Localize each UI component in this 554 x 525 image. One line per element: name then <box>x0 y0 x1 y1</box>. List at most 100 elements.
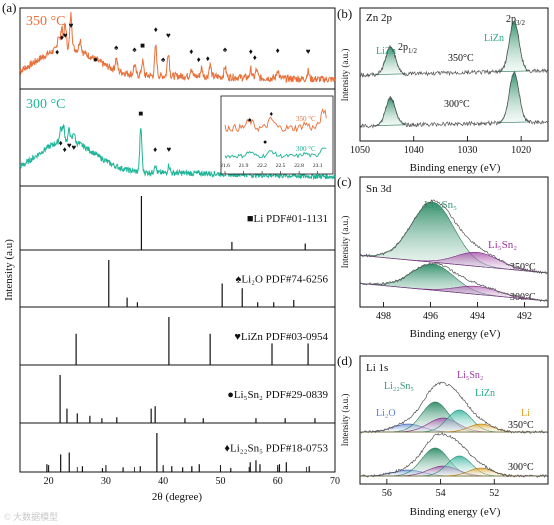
x-axis-label: 2θ (degree) <box>152 491 202 503</box>
x-tick-label: 1030 <box>457 145 477 156</box>
peak-label-lizn-left: LiZn <box>376 46 396 57</box>
x-tick-label: 70 <box>330 476 340 487</box>
phase-marker: ♦ <box>206 54 210 63</box>
phase-marker: ♠ <box>114 43 119 52</box>
peak-label-2p12: 2p1/2 <box>398 42 417 55</box>
xps-curve-300 <box>359 432 548 478</box>
x-tick-label: 56 <box>382 488 392 499</box>
x-tick-label: 1050 <box>350 145 370 156</box>
inset-x-tick-label: 21.6 <box>220 163 230 169</box>
x-axis-label: Binding energy (eV) <box>410 328 501 340</box>
x-tick-label: 496 <box>423 311 438 322</box>
x-tick-label: 1040 <box>404 145 424 156</box>
panel-c: (c) Sn 3d Intensity (a.u.) Binding energ… <box>337 174 549 340</box>
series-label-300: 300°C <box>508 462 534 473</box>
x-tick-label: 492 <box>517 311 532 322</box>
reference-label: ♦Li₂₂Sn₅ PDF#18-0753 <box>224 443 328 455</box>
y-axis-label: Intensity (a.u.) <box>340 49 350 102</box>
inset-x-tick-label: 22.2 <box>257 163 267 169</box>
inset-x-tick-label: 23.1 <box>313 163 323 169</box>
panel-d-frame <box>359 355 549 485</box>
x-tick-label: 494 <box>470 311 485 322</box>
phase-marker: ♠ <box>223 45 228 54</box>
panel-a-frame <box>19 7 336 473</box>
inset-marker: ♦ <box>270 110 274 118</box>
phase-marker: ■ <box>140 41 145 50</box>
reference-label: ●Li₅Sn₂ PDF#29-0839 <box>227 389 328 401</box>
phase-marker: ♦ <box>189 47 193 56</box>
inset: 21.6 21.9 22.2 22.5 22.8 23.1 ● ♦ ● 350 °C 300 °… <box>220 95 334 175</box>
x-tick-label: 54 <box>436 488 446 499</box>
phase-marker: ♦ <box>59 139 63 148</box>
phase-marker: ♦ <box>60 33 64 42</box>
phase-marker: ♦ <box>154 25 158 34</box>
component-label-li5sn2: Li₅Sn₂ <box>488 239 517 251</box>
phase-marker: ● <box>93 55 98 64</box>
phase-marker: ♦ <box>197 55 201 64</box>
x-tick-label: 498 <box>376 311 391 322</box>
peak-fill <box>497 72 530 123</box>
series-label-350: 350°C <box>448 53 474 64</box>
inset-curve-300 <box>224 147 327 159</box>
xps-curve-350 <box>359 199 548 275</box>
phase-marker: ♦ <box>253 53 257 62</box>
xps-curve-350 <box>359 20 548 78</box>
series-label-350: 350°C <box>508 420 534 431</box>
series-label-350: 350°C <box>510 262 536 273</box>
panel-c-frame <box>359 176 549 308</box>
panel-d-label: (d) <box>337 353 352 368</box>
series-label-300: 300 °C <box>26 97 65 112</box>
series-label-350: 350 °C <box>26 14 65 29</box>
reference-label: ♠Li₂O PDF#74-6256 <box>236 274 329 286</box>
component-label-li: Li <box>521 408 530 419</box>
panel-a-label: (a) <box>2 0 16 15</box>
inset-label-300: 300 °C <box>296 145 316 153</box>
phase-marker: ♥ <box>69 21 74 30</box>
xrd-curve-300 <box>19 123 336 181</box>
peak-fill <box>497 21 530 72</box>
xps-curve-300 <box>359 70 548 129</box>
inset-frame <box>220 95 334 175</box>
reference-label: ♥LiZn PDF#03-0954 <box>234 331 328 343</box>
inset-marker: ● <box>263 138 267 146</box>
x-tick-label: 40 <box>158 476 168 487</box>
phase-marker: ♥ <box>167 145 172 154</box>
xps-curve-350 <box>359 381 548 434</box>
phase-marker: ♠ <box>161 55 166 64</box>
phase-marker: ♥ <box>67 141 72 150</box>
phase-marker: ♥ <box>63 31 68 40</box>
y-axis-label: Intensity (a.u.) <box>340 216 350 269</box>
phase-marker: ■ <box>138 109 143 118</box>
panel-a: (a) 350 °C 300 °C Intensity (a.u) 2θ (de… <box>2 0 340 503</box>
x-tick-label: 1020 <box>511 145 531 156</box>
phase-marker: ♥ <box>306 47 311 56</box>
phase-marker: ♦ <box>249 47 253 56</box>
panel-d-title: Li 1s <box>366 362 388 374</box>
x-tick-label: 30 <box>101 476 111 487</box>
y-axis-label: Intensity (a.u) <box>3 239 15 301</box>
component-label-lizn: LiZn <box>475 388 495 399</box>
watermark: © 大数据模型 <box>4 511 58 522</box>
panel-b-label: (b) <box>337 6 352 21</box>
phase-marker: ♥ <box>166 31 171 40</box>
phase-marker: ♦ <box>55 47 59 56</box>
component-label-li22sn5: Li₂₂Sn₅ <box>384 381 414 392</box>
component-label-li5sn2: Li₅Sn₂ <box>457 370 483 381</box>
inset-marker: ● <box>248 116 252 124</box>
peak-label-lizn-right: LiZn <box>484 33 504 44</box>
inset-x-tick-label: 21.9 <box>239 163 249 169</box>
inset-curve-350 <box>224 107 327 133</box>
phase-marker: ♠ <box>132 45 137 54</box>
phase-marker: ♦ <box>153 145 157 154</box>
x-tick-label: 20 <box>44 476 54 487</box>
xrd-curve-350 <box>19 11 336 84</box>
reference-label: ■Li PDF#01-1131 <box>247 213 328 225</box>
phase-marker: ♦ <box>63 145 67 154</box>
x-axis-label: Binding energy (eV) <box>410 162 501 174</box>
component-label-li2o: Li₂O <box>376 408 396 419</box>
xps-curve-300 <box>359 261 548 303</box>
inset-x-tick-label: 22.8 <box>294 163 304 169</box>
inset-x-tick-label: 22.5 <box>276 163 286 169</box>
y-axis-label: Intensity (a.u.) <box>340 394 350 447</box>
